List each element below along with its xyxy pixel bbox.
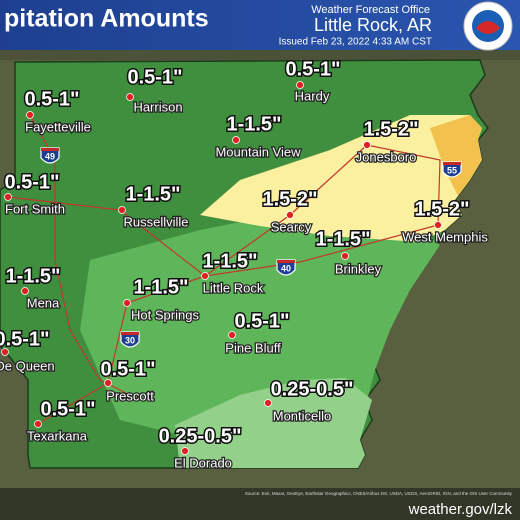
- interstate-number: 30: [125, 335, 135, 345]
- precip-amount: 1-1.5": [5, 265, 60, 287]
- interstate-shield: [276, 259, 296, 276]
- city-name: Brinkley: [335, 261, 382, 276]
- precip-amount: 0.5-1": [100, 358, 155, 380]
- city-name: Prescott: [106, 388, 154, 403]
- precip-amount: 0.25-0.5": [271, 378, 354, 400]
- road: [37, 275, 206, 425]
- interstate-shield-top: [277, 260, 295, 263]
- precip-amount: 1.5-2": [414, 198, 469, 220]
- city-dot: [21, 287, 29, 295]
- precip-amount: 1.5-2": [262, 188, 317, 210]
- precip-amount: 1-1.5": [202, 250, 257, 272]
- source: Source: Esri, Maxar, GeoEye, Earthstar G…: [245, 491, 513, 496]
- city-name: Jonesboro: [356, 149, 417, 164]
- city-name: Russellville: [123, 214, 188, 229]
- precip-amount: 0.5-1": [24, 88, 79, 110]
- city-dot: [232, 136, 240, 144]
- issued: Issued Feb 23, 2022 4:33 AM CST: [279, 37, 432, 48]
- city-dot: [286, 211, 294, 219]
- city-name: Hardy: [295, 88, 330, 103]
- precip-amount: 0.5-1": [285, 58, 340, 80]
- interstate-shield-top: [41, 148, 59, 151]
- precip-amount: 0.5-1": [0, 328, 50, 350]
- city-name: Harrison: [133, 99, 182, 114]
- title: pitation Amounts: [4, 5, 209, 33]
- office: Weather Forecast Office: [311, 4, 430, 16]
- zone-light-green: [175, 378, 372, 468]
- interstate-shield: [40, 147, 60, 164]
- city-name: Fort Smith: [5, 201, 65, 216]
- footer-bar: [0, 488, 520, 520]
- city-name: El Dorado: [174, 455, 232, 470]
- precip-amount: 0.5-1": [40, 398, 95, 420]
- zone-orange: [430, 115, 482, 196]
- city-name: Searcy: [271, 219, 312, 234]
- precip-amount: 1-1.5": [315, 228, 370, 250]
- city-name: Fayetteville: [25, 119, 91, 134]
- precip-amount: 0.5-1": [234, 310, 289, 332]
- city-dot: [123, 299, 131, 307]
- city-name: Little Rock: [203, 280, 264, 295]
- city-dot: [296, 81, 304, 89]
- interstate-shield: [120, 331, 140, 348]
- city-name: De Queen: [0, 358, 55, 373]
- precip-amount: 1-1.5": [125, 183, 180, 205]
- city-dot: [341, 252, 349, 260]
- city-dot: [181, 447, 189, 455]
- city-dot: [126, 93, 134, 101]
- city-dot: [104, 379, 112, 387]
- city-name: Pine Bluff: [225, 340, 281, 355]
- interstate-shield-top: [443, 162, 461, 165]
- city-dot: [434, 221, 442, 229]
- logo-mark: [476, 21, 500, 34]
- city-dot: [118, 206, 126, 214]
- precip-amount: 0.5-1": [127, 66, 182, 88]
- road: [366, 144, 441, 226]
- city-name: West Memphis: [402, 229, 488, 244]
- interstate-number: 49: [45, 151, 55, 161]
- city-name: Mountain View: [215, 144, 301, 159]
- precip-amount: 1-1.5": [226, 113, 281, 135]
- city-dot: [4, 193, 12, 201]
- interstate-number: 55: [447, 165, 457, 175]
- city-dot: [26, 111, 34, 119]
- interstate-shield: [442, 161, 462, 178]
- precip-amount: 0.5-1": [4, 171, 59, 193]
- header-bar: [0, 0, 520, 50]
- city-dot: [363, 141, 371, 149]
- interstate-shield-top: [121, 332, 139, 335]
- url: weather.gov/lzk: [408, 501, 513, 518]
- zone-yellow: [200, 115, 482, 242]
- city-dot: [264, 399, 272, 407]
- nws-logo: [463, 1, 513, 51]
- city-name: Monticello: [273, 408, 332, 423]
- city-name: Hot Springs: [131, 307, 199, 322]
- location: Little Rock, AR: [314, 15, 432, 35]
- interstate-number: 40: [281, 263, 291, 273]
- precip-amount: 1.5-2": [363, 118, 418, 140]
- city-dot: [1, 348, 9, 356]
- city-name: Mena: [27, 295, 60, 310]
- precip-amount: 1-1.5": [133, 276, 188, 298]
- city-dot: [34, 420, 42, 428]
- precip-amount: 0.25-0.5": [159, 425, 242, 447]
- city-dot: [201, 272, 209, 280]
- city-name: Texarkana: [27, 428, 88, 443]
- city-dot: [228, 331, 236, 339]
